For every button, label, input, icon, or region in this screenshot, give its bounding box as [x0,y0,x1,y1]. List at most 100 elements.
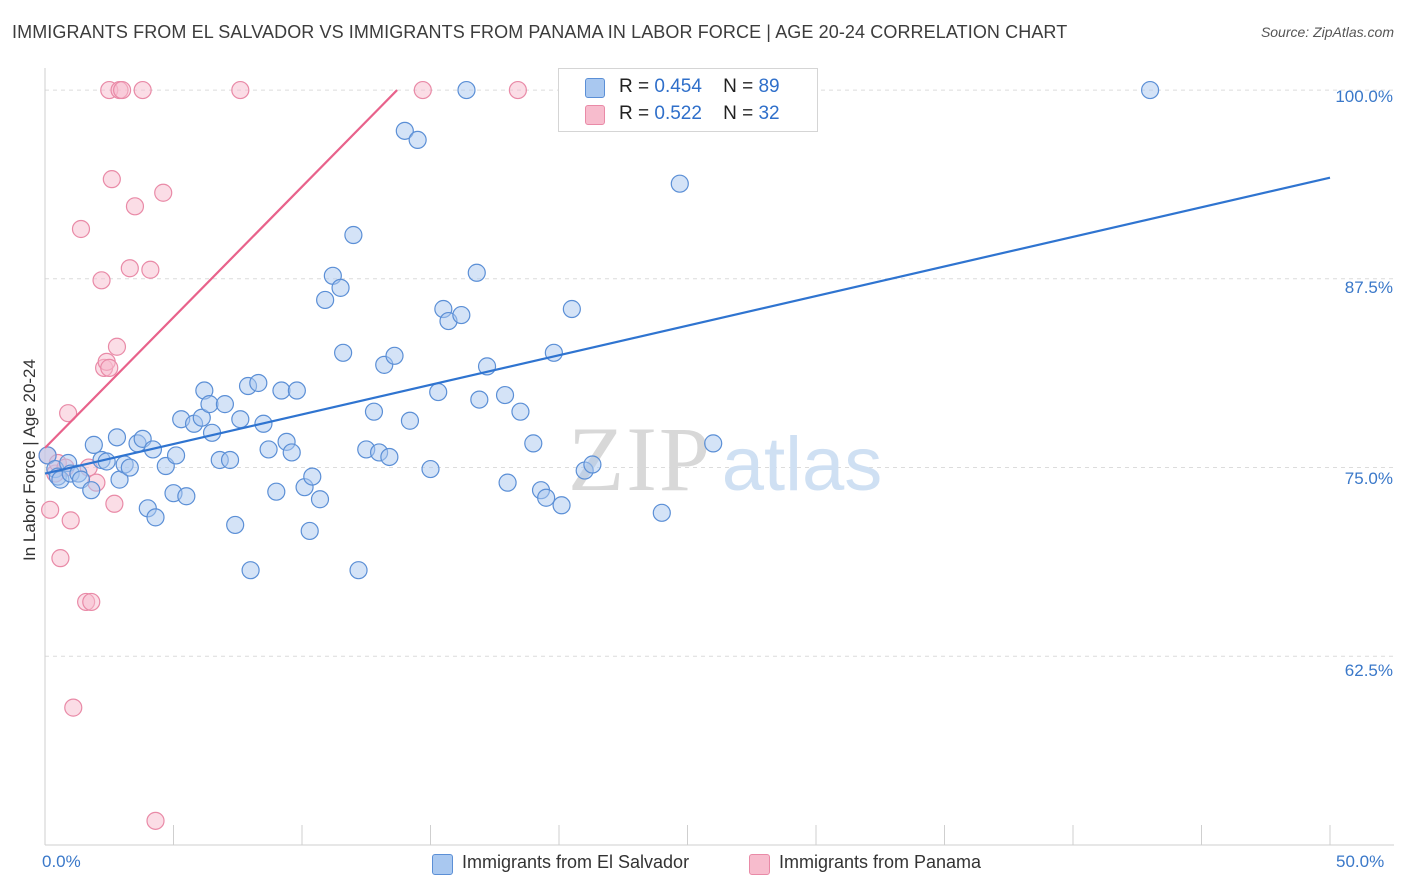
r-label: R = [619,103,650,124]
axes [44,68,1394,846]
data-point [400,411,420,430]
data-point [38,446,57,465]
data-point [112,80,132,100]
data-point [508,80,527,100]
legend-swatch-blue [432,854,453,875]
y-tick-label-62-5: 62.5% [1344,661,1393,680]
y-tick-label-87-5: 87.5% [1344,278,1393,297]
legend-text: R = 0.522 N = 32 [619,103,780,125]
data-point [704,434,723,453]
watermark-atlas: atlas [722,422,883,507]
source-label: Source: ZipAtlas.com [1260,24,1394,40]
data-point [107,337,127,356]
data-point [652,503,671,522]
data-point [259,440,278,459]
data-point [413,80,432,100]
n-value: 32 [758,103,780,124]
data-point [154,183,173,202]
data-point [177,487,196,506]
data-point [316,290,335,310]
data-point [467,263,486,282]
data-point [241,561,260,580]
legend-label: Immigrants from El Salvador [462,852,690,872]
legend-swatch-pink [749,854,770,875]
data-point [385,346,404,365]
data-point [457,80,476,100]
data-point [125,197,145,216]
trendline-panama [44,89,398,449]
data-point [84,435,103,454]
data-point [287,381,306,400]
data-point [344,225,363,245]
data-point [249,373,268,393]
data-point [380,447,399,467]
data-point [670,174,689,193]
correlation-legend: R = 0.454 N = 89 R = 0.522 N = 32 [558,68,818,132]
data-point [429,382,448,402]
data-point [310,490,330,509]
data-point [495,385,515,405]
legend-label: Immigrants from Panama [779,852,982,872]
n-label: N = [723,76,754,97]
data-point [334,343,353,362]
data-point [166,446,186,465]
data-point [364,402,384,421]
data-point [200,395,219,414]
trendlines [44,89,1331,475]
data-point [395,121,414,140]
data-point [64,698,83,717]
data-point [552,496,571,515]
data-point [61,511,80,530]
el-salvador-points [38,80,1160,580]
y-tick-label-100: 100.0% [1335,87,1393,106]
r-value: 0.522 [654,103,702,124]
y-tick-label-75: 75.0% [1344,469,1393,488]
data-point [226,515,245,535]
n-value: 89 [758,76,780,97]
data-point [537,488,556,507]
data-point [524,434,543,453]
watermark: ZIP atlas [568,408,882,510]
data-point [59,404,78,423]
data-point [120,458,139,477]
legend-swatch-pink [585,105,605,125]
data-point [583,455,602,474]
data-point [408,130,427,150]
data-point [231,410,250,429]
data-point [82,592,101,612]
y-axis-label: In Labor Force | Age 20-24 [20,359,39,561]
data-point [105,494,124,513]
data-point [215,395,234,414]
r-value: 0.454 [654,76,702,97]
data-point [349,561,368,580]
data-point [141,260,160,279]
data-point [107,428,127,447]
data-point [146,811,165,830]
data-point [146,508,165,527]
x-tick-label-max: 50.0% [1336,852,1385,871]
data-point [92,271,111,290]
data-point [1140,80,1160,100]
legend-swatch-blue [585,78,605,98]
data-point [102,170,121,189]
data-point [562,299,581,319]
data-point [120,259,139,278]
data-point [267,482,286,501]
data-point [421,459,440,479]
data-point [41,500,60,519]
data-point [100,358,119,377]
n-label: N = [723,103,754,124]
data-point [231,80,250,100]
data-point [300,521,319,541]
data-point [133,80,152,100]
data-point [272,381,291,400]
data-point [82,481,101,500]
data-point [470,390,489,409]
data-point [452,305,471,325]
x-tick-label-min: 0.0% [42,852,81,871]
chart-title: IMMIGRANTS FROM EL SALVADOR VS IMMIGRANT… [12,22,1068,42]
data-point [220,450,240,470]
data-point [303,467,322,486]
data-point [192,408,211,427]
